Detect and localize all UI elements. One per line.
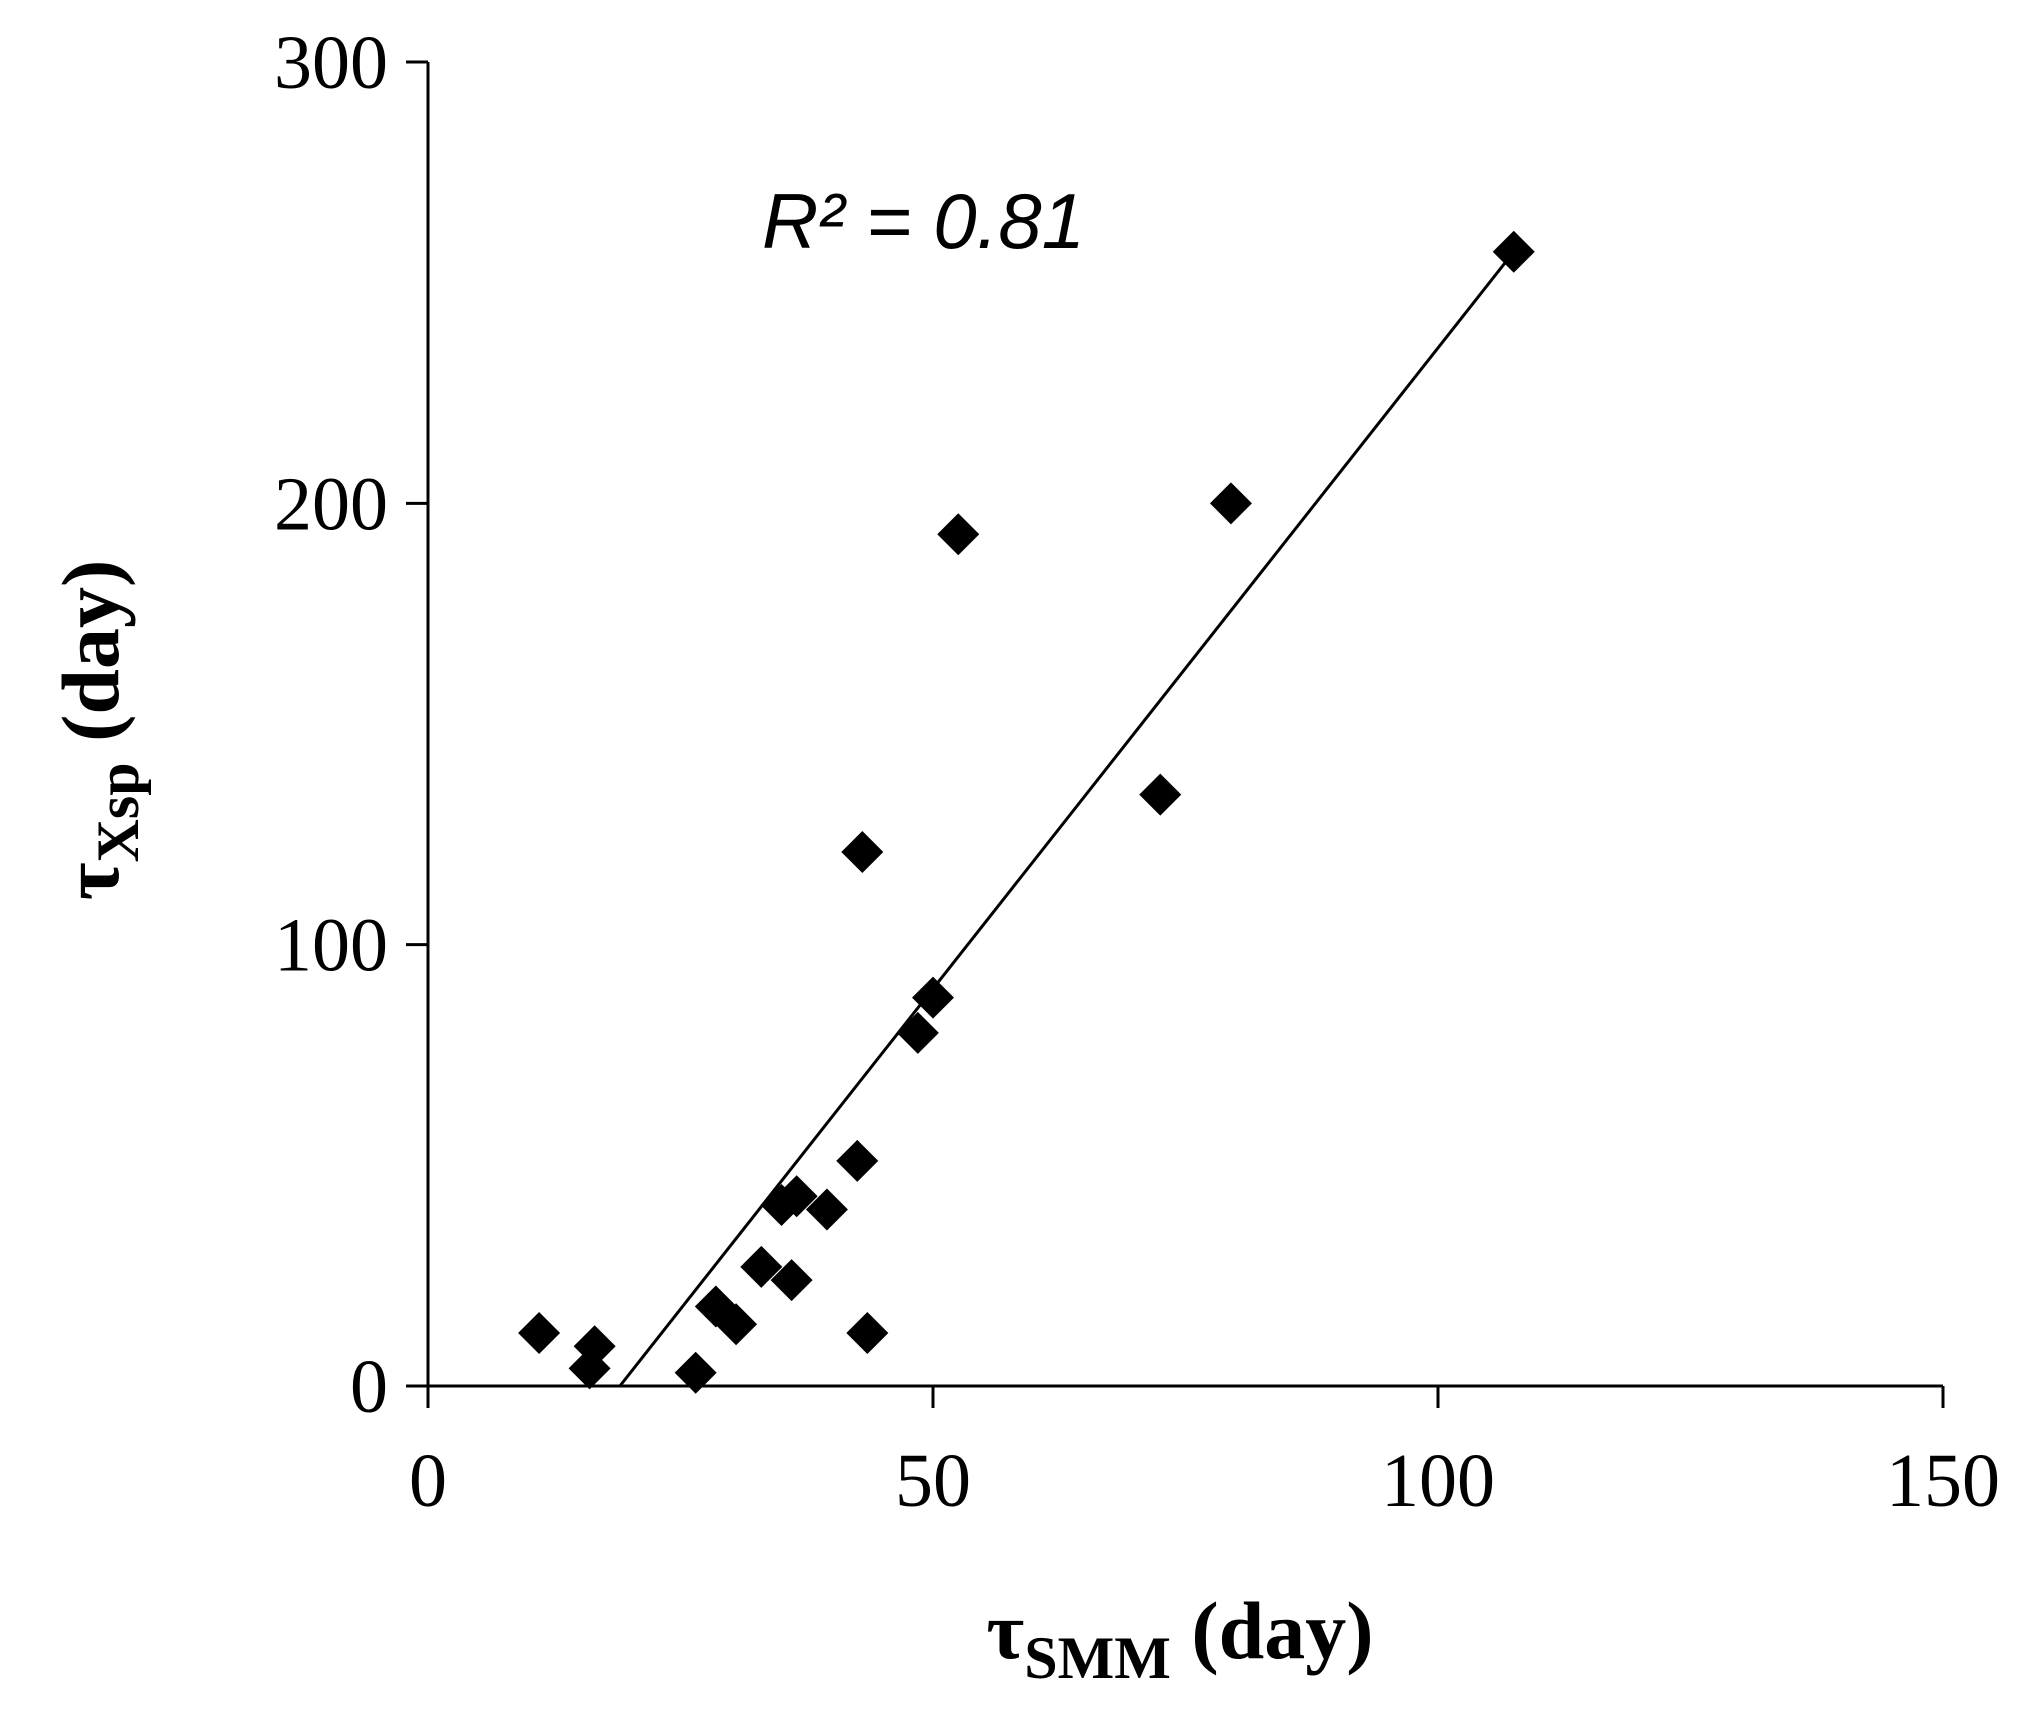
x-tick-label: 100 (1381, 1439, 1495, 1523)
data-point (770, 1259, 813, 1302)
data-point (740, 1245, 783, 1288)
x-axis-title: τSMM (day) (986, 1585, 1373, 1691)
x-tick-label: 50 (895, 1439, 971, 1523)
data-point (1139, 773, 1182, 816)
data-points (518, 230, 1535, 1394)
x-tick-label: 150 (1886, 1439, 2000, 1523)
r-squared-annotation: R² = 0.81 (762, 177, 1085, 265)
data-point (518, 1312, 561, 1355)
data-point (674, 1351, 717, 1394)
data-point (912, 976, 954, 1019)
data-point (836, 1139, 879, 1182)
data-point (805, 1188, 848, 1231)
data-point (1492, 230, 1535, 273)
data-point (846, 1312, 889, 1355)
axes: 0 50 100 150 0 100 200 300 (274, 21, 2000, 1523)
data-point (841, 830, 884, 873)
trendline-layer (618, 250, 1515, 1387)
data-point (573, 1325, 616, 1368)
y-tick-label: 300 (274, 21, 388, 105)
y-tick-label: 0 (350, 1345, 388, 1429)
y-axis-title: τXsp (day) (45, 560, 151, 901)
y-tick-label: 100 (274, 904, 388, 988)
data-point (937, 513, 980, 556)
y-tick-label: 200 (274, 462, 388, 546)
data-point (715, 1303, 758, 1346)
data-point (896, 1011, 939, 1054)
x-tick-label: 0 (409, 1439, 447, 1523)
trendline (618, 250, 1515, 1387)
data-point (1209, 482, 1252, 525)
data-point (775, 1175, 818, 1218)
